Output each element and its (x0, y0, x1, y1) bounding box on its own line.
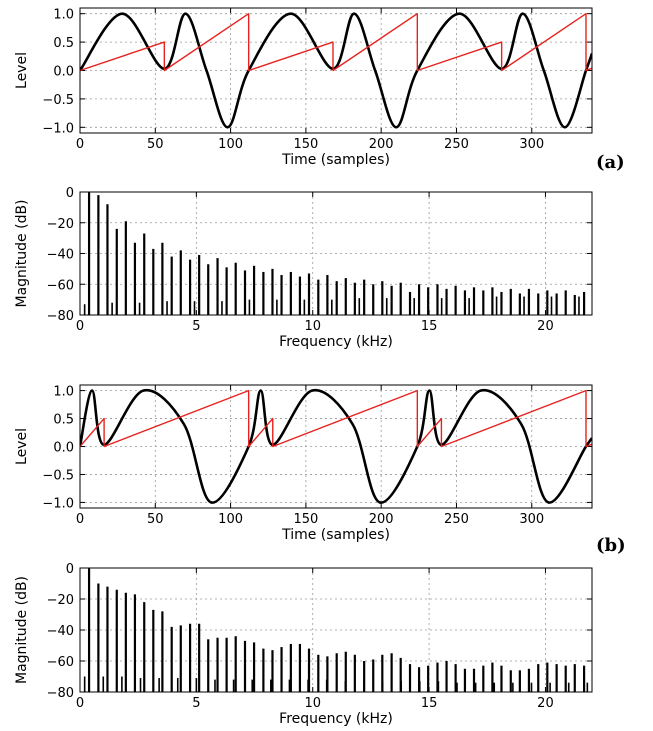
y-tick-label: 0 (66, 186, 74, 201)
y-tick-label: 0 (66, 562, 74, 577)
x-axis-label: Frequency (kHz) (279, 711, 393, 727)
waveform-line (80, 12, 592, 129)
x-tick-label: 5 (192, 696, 200, 711)
x-tick-label: 0 (76, 696, 84, 711)
x-tick-label: 150 (293, 137, 318, 152)
chart-a-time (79, 7, 593, 134)
x-tick-label: 0 (76, 512, 84, 527)
x-tick-label: 300 (519, 512, 544, 527)
chart-b-spectrum (79, 567, 593, 693)
x-tick-label: 15 (421, 696, 438, 711)
x-tick-label: 250 (444, 512, 469, 527)
y-tick-label: −80 (47, 309, 74, 324)
plot-area (83, 192, 586, 315)
y-axis-label: Level (14, 52, 30, 89)
panel-label-a: (a) (596, 152, 625, 173)
y-tick-label: 0.0 (53, 441, 74, 456)
x-tick-label: 0 (76, 319, 84, 334)
plot-frame (79, 567, 593, 693)
plot-area (83, 568, 589, 692)
x-axis-label: Frequency (kHz) (279, 334, 393, 350)
chart-b-time (79, 384, 593, 509)
plot-area (80, 12, 592, 129)
x-tick-label: 150 (293, 512, 318, 527)
x-tick-label: 100 (218, 512, 243, 527)
x-tick-label: 10 (304, 319, 321, 334)
y-tick-label: 0.5 (53, 36, 74, 51)
chart-a-spectrum (79, 191, 593, 316)
y-tick-label: −80 (47, 686, 74, 701)
y-axis-label: Level (14, 428, 30, 465)
y-tick-label: 0.5 (53, 413, 74, 428)
panel-label-b: (b) (596, 535, 626, 556)
x-axis-label: Time (samples) (281, 527, 390, 543)
x-tick-label: 10 (304, 696, 321, 711)
x-tick-label: 50 (147, 512, 164, 527)
y-tick-label: −40 (47, 624, 74, 639)
plot-area (80, 388, 592, 504)
y-tick-label: −1.0 (42, 121, 74, 136)
x-tick-label: 200 (369, 137, 394, 152)
y-tick-label: −0.5 (42, 468, 74, 483)
y-axis-label: Magnitude (dB) (14, 199, 30, 307)
y-tick-label: −20 (47, 593, 74, 608)
plot-frame (79, 384, 593, 509)
x-axis-label: Time (samples) (281, 152, 390, 168)
x-tick-label: 200 (369, 512, 394, 527)
y-tick-label: −60 (47, 278, 74, 293)
plot-frame (79, 191, 593, 316)
x-tick-label: 0 (76, 137, 84, 152)
y-tick-label: −40 (47, 248, 74, 263)
x-tick-label: 20 (537, 696, 554, 711)
x-tick-label: 50 (147, 137, 164, 152)
plot-frame (79, 7, 593, 134)
x-tick-label: 100 (218, 137, 243, 152)
y-tick-label: −60 (47, 655, 74, 670)
x-tick-label: 250 (444, 137, 469, 152)
y-tick-label: −20 (47, 217, 74, 232)
waveform-line (80, 388, 592, 504)
phase-sawtooth-line (80, 389, 592, 448)
x-tick-label: 15 (421, 319, 438, 334)
y-tick-label: 1.0 (53, 8, 74, 23)
y-tick-label: −0.5 (42, 93, 74, 108)
x-tick-label: 300 (519, 137, 544, 152)
y-tick-label: −1.0 (42, 496, 74, 511)
x-tick-label: 20 (537, 319, 554, 334)
y-axis-label: Magnitude (dB) (14, 576, 30, 684)
y-tick-label: 0.0 (53, 65, 74, 80)
phase-sawtooth-line (80, 12, 592, 72)
x-tick-label: 5 (192, 319, 200, 334)
y-tick-label: 1.0 (53, 385, 74, 400)
